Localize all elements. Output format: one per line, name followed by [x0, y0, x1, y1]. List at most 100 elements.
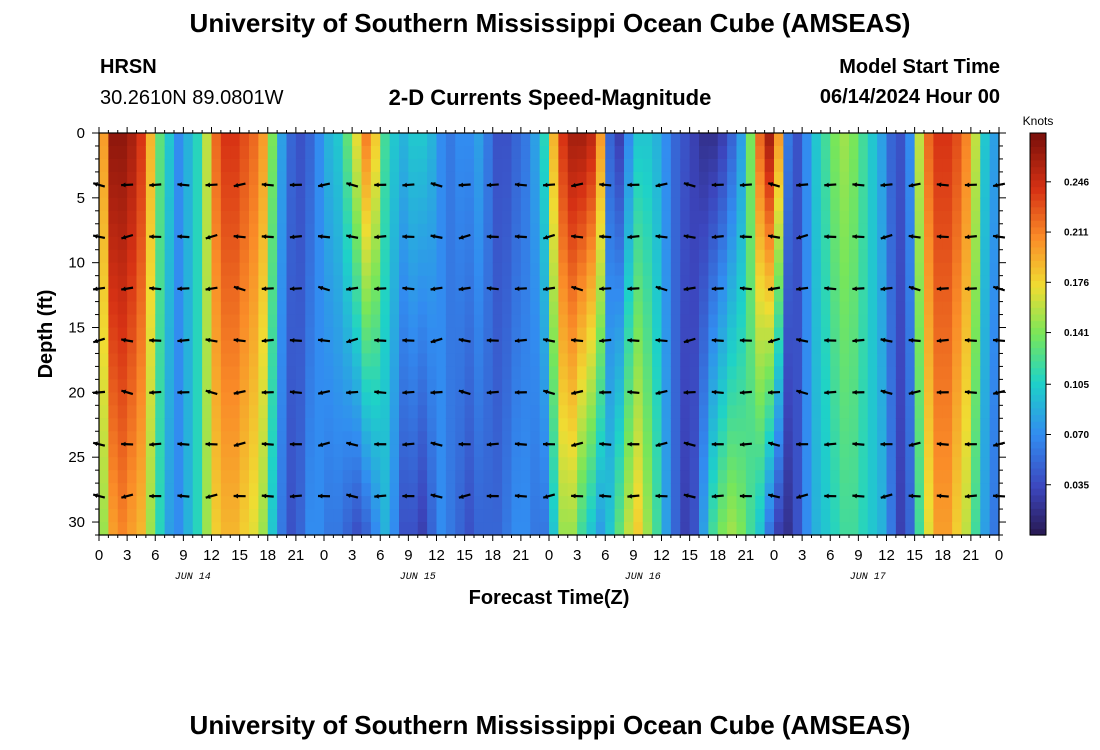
heatmap-cell: [989, 457, 1000, 471]
heatmap-cell: [717, 314, 728, 329]
heatmap-cell: [783, 457, 794, 471]
heatmap-cell: [755, 379, 766, 393]
heatmap-cell: [539, 366, 550, 380]
heatmap-cell: [942, 444, 953, 458]
heatmap-cell: [136, 483, 147, 497]
chart-subtitle: 2-D Currents Speed-Magnitude: [388, 85, 712, 110]
heatmap-cell: [239, 314, 250, 329]
colorbar-swatch: [1030, 347, 1046, 355]
heatmap-cell: [174, 509, 184, 523]
current-arrow: [824, 441, 837, 447]
heatmap-cell: [314, 262, 325, 277]
heatmap-cell: [858, 210, 869, 225]
colorbar-swatch: [1030, 334, 1046, 342]
heatmap-cell: [295, 522, 306, 536]
heatmap-cell: [924, 262, 934, 277]
heatmap-cell: [708, 275, 719, 290]
heatmap-cell: [464, 197, 475, 212]
heatmap-cell: [164, 223, 175, 238]
heatmap-cell: [192, 522, 203, 536]
heatmap-cell: [436, 496, 447, 510]
heatmap-cell: [342, 210, 353, 225]
heatmap-cell: [614, 249, 625, 264]
heatmap-cell: [230, 340, 241, 355]
heatmap-cell: [408, 366, 419, 380]
heatmap-cell: [811, 158, 822, 173]
heatmap-cell: [202, 262, 213, 277]
heatmap-cell: [174, 470, 184, 484]
heatmap-cell: [352, 171, 363, 186]
heatmap-cell: [670, 457, 681, 471]
heatmap-cell: [549, 418, 559, 432]
heatmap-cell: [417, 496, 428, 510]
current-arrow: [458, 493, 471, 499]
current-arrow: [852, 493, 865, 499]
heatmap-cell: [952, 340, 963, 355]
heatmap-cell: [858, 223, 869, 238]
heatmap-cell: [445, 522, 456, 536]
heatmap-cell: [399, 301, 409, 316]
heatmap-cell: [324, 327, 334, 342]
heatmap-cell: [961, 223, 972, 238]
heatmap-cell: [605, 288, 616, 303]
heatmap-cell: [239, 145, 250, 160]
heatmap-cell: [183, 171, 194, 186]
heatmap-cell: [792, 457, 803, 471]
heatmap-cell: [605, 327, 616, 342]
heatmap-cell: [370, 366, 381, 380]
current-arrow: [205, 182, 218, 188]
heatmap-cell: [661, 379, 672, 393]
heatmap-cell: [99, 249, 109, 264]
heatmap-cell: [905, 444, 916, 458]
heatmap-cell: [539, 249, 550, 264]
heatmap-cell: [774, 405, 784, 419]
heatmap-cell: [549, 457, 559, 471]
heatmap-cell: [324, 288, 334, 303]
heatmap-cell: [605, 262, 616, 277]
heatmap-cell: [755, 301, 766, 316]
heatmap-cell: [961, 158, 972, 173]
heatmap-cell: [445, 288, 456, 303]
heatmap-cell: [370, 431, 381, 445]
heatmap-cell: [586, 327, 597, 342]
heatmap-cell: [258, 158, 269, 173]
heatmap-cell: [708, 288, 719, 303]
heatmap-cell: [802, 496, 813, 510]
heatmap-cell: [624, 353, 634, 368]
heatmap-cell: [155, 133, 166, 147]
heatmap-cell: [370, 158, 381, 173]
heatmap-cell: [970, 353, 981, 368]
current-arrow: [317, 337, 331, 343]
heatmap-cell: [230, 509, 241, 523]
heatmap-cell: [717, 366, 728, 380]
colorbar-swatch: [1030, 173, 1046, 181]
heatmap-cell: [342, 327, 353, 342]
heatmap-cell: [811, 483, 822, 497]
heatmap-cell: [867, 236, 878, 251]
current-arrow: [233, 441, 246, 447]
heatmap-cell: [211, 262, 222, 277]
heatmap-cell: [727, 418, 738, 432]
heatmap-cell: [670, 431, 681, 445]
heatmap-cell: [820, 133, 831, 147]
heatmap-cell: [277, 275, 288, 290]
heatmap-cell: [436, 379, 447, 393]
heatmap-cell: [220, 184, 231, 199]
heatmap-cell: [474, 158, 484, 173]
heatmap-cell: [605, 496, 616, 510]
heatmap-cell: [586, 366, 597, 380]
heatmap-cell: [755, 197, 766, 212]
heatmap-cell: [820, 262, 831, 277]
heatmap-cell: [502, 444, 513, 458]
heatmap-cell: [727, 288, 738, 303]
heatmap-cell: [802, 301, 813, 316]
heatmap-cell: [239, 392, 250, 406]
heatmap-cell: [924, 210, 934, 225]
y-tick-label: 30: [68, 514, 85, 531]
day-label: JUN 14: [175, 572, 211, 583]
heatmap-cell: [652, 249, 663, 264]
heatmap-cell: [295, 340, 306, 355]
heatmap-cell: [811, 171, 822, 186]
heatmap-cell: [211, 158, 222, 173]
heatmap-cell: [277, 236, 288, 251]
